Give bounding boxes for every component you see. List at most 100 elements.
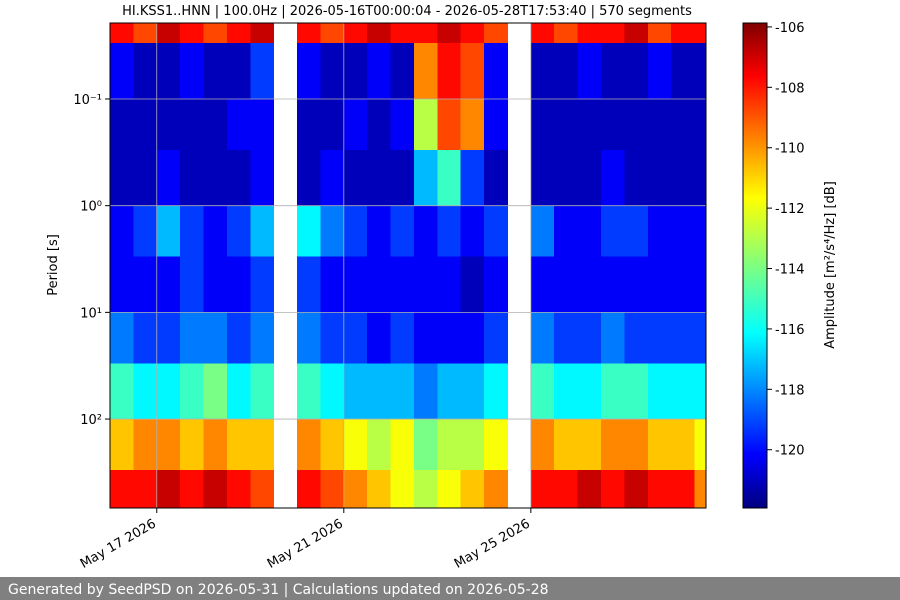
heatmap-cell bbox=[413, 363, 438, 420]
heatmap-cell bbox=[647, 98, 672, 151]
heatmap-cell bbox=[156, 363, 181, 420]
heatmap-cell bbox=[297, 149, 321, 207]
heatmap-cell bbox=[647, 312, 672, 364]
heatmap-cell bbox=[180, 469, 205, 508]
colorbar-tick-label: -120 bbox=[775, 444, 805, 459]
heatmap-cell bbox=[110, 149, 134, 207]
heatmap-cell bbox=[647, 363, 672, 420]
heatmap-cell bbox=[554, 363, 579, 420]
heatmap-cell bbox=[226, 469, 251, 508]
heatmap-cell bbox=[180, 205, 205, 258]
footer-text: Generated by SeedPSD on 2026-05-31 | Cal… bbox=[8, 582, 549, 598]
heatmap-cell bbox=[484, 363, 508, 420]
heatmap-cell bbox=[484, 23, 508, 44]
heatmap-cell bbox=[133, 256, 158, 313]
heatmap-cell bbox=[530, 205, 555, 258]
heatmap-cell bbox=[203, 256, 228, 313]
heatmap-cell bbox=[437, 205, 462, 258]
y-tick-label: 10⁰ bbox=[80, 200, 102, 215]
heatmap-cell bbox=[133, 98, 158, 151]
heatmap-cell bbox=[110, 98, 134, 151]
heatmap-cell bbox=[413, 419, 438, 471]
heatmap-cell bbox=[110, 205, 134, 258]
heatmap-cell bbox=[577, 312, 602, 364]
heatmap-cell bbox=[320, 419, 345, 471]
heatmap-cell bbox=[554, 256, 579, 313]
heatmap-cell bbox=[554, 23, 579, 44]
heatmap-cell bbox=[600, 149, 625, 207]
heatmap-cell bbox=[226, 312, 251, 364]
heatmap-cell bbox=[413, 43, 438, 100]
heatmap-cell bbox=[624, 205, 649, 258]
heatmap-cell bbox=[484, 469, 508, 508]
heatmap-cell bbox=[390, 363, 415, 420]
heatmap-cell bbox=[226, 256, 251, 313]
heatmap-cell bbox=[156, 419, 181, 471]
heatmap-cell bbox=[133, 23, 158, 44]
heatmap-cell bbox=[577, 98, 602, 151]
heatmap-cell bbox=[694, 469, 706, 508]
heatmap-cell bbox=[226, 205, 251, 258]
heatmap-cell bbox=[694, 98, 706, 151]
heatmap-cell bbox=[390, 43, 415, 100]
heatmap-cell bbox=[413, 23, 438, 44]
heatmap-cell bbox=[671, 419, 696, 471]
heatmap-cell bbox=[694, 419, 706, 471]
heatmap-cell bbox=[437, 23, 462, 44]
heatmap-cell bbox=[343, 43, 368, 100]
heatmap-cell bbox=[180, 256, 205, 313]
heatmap-cell bbox=[343, 312, 368, 364]
heatmap-cell bbox=[133, 312, 158, 364]
heatmap-cell bbox=[600, 98, 625, 151]
heatmap-cell bbox=[437, 312, 462, 364]
heatmap-cell bbox=[180, 149, 205, 207]
heatmap-cell bbox=[600, 419, 625, 471]
heatmap-cell bbox=[600, 469, 625, 508]
heatmap-cell bbox=[437, 469, 462, 508]
heatmap-cell bbox=[367, 23, 392, 44]
heatmap-cell bbox=[554, 419, 579, 471]
heatmap-cell bbox=[297, 363, 321, 420]
heatmap-cell bbox=[530, 149, 555, 207]
heatmap-cell bbox=[156, 149, 181, 207]
heatmap-cell bbox=[390, 419, 415, 471]
heatmap-cell bbox=[226, 98, 251, 151]
heatmap-cell bbox=[600, 312, 625, 364]
heatmap-cell bbox=[180, 23, 205, 44]
heatmap-cell bbox=[671, 363, 696, 420]
heatmap-cell bbox=[250, 312, 275, 364]
heatmap-cell bbox=[180, 98, 205, 151]
heatmap-cell bbox=[624, 469, 649, 508]
heatmap-cell bbox=[484, 98, 508, 151]
heatmap-cell bbox=[390, 23, 415, 44]
heatmap-cell bbox=[460, 419, 485, 471]
heatmap-cell bbox=[413, 205, 438, 258]
heatmap-cell bbox=[437, 419, 462, 471]
heatmap-cell bbox=[297, 419, 321, 471]
heatmap-cell bbox=[624, 23, 649, 44]
heatmap-cell bbox=[437, 43, 462, 100]
heatmap-cell bbox=[110, 43, 134, 100]
heatmap-cell bbox=[250, 205, 275, 258]
heatmap-cell bbox=[110, 419, 134, 471]
heatmap-cell bbox=[460, 256, 485, 313]
heatmap-cell bbox=[413, 98, 438, 151]
heatmap-cell bbox=[156, 205, 181, 258]
heatmap-cell bbox=[156, 256, 181, 313]
heatmap-cell bbox=[133, 149, 158, 207]
heatmap-cell bbox=[203, 419, 228, 471]
heatmap-cell bbox=[110, 469, 134, 508]
heatmap-cell bbox=[671, 149, 696, 207]
heatmap-cell bbox=[624, 256, 649, 313]
heatmap-cell bbox=[110, 23, 134, 44]
heatmap-cell bbox=[390, 469, 415, 508]
colorbar-tick-label: -116 bbox=[775, 323, 805, 338]
heatmap-cell bbox=[367, 363, 392, 420]
heatmap-cell bbox=[133, 419, 158, 471]
heatmap-cell bbox=[297, 43, 321, 100]
colorbar-tick-label: -106 bbox=[775, 21, 805, 36]
heatmap-cell bbox=[133, 205, 158, 258]
heatmap-cell bbox=[367, 43, 392, 100]
heatmap-cell bbox=[320, 363, 345, 420]
heatmap-cell bbox=[320, 43, 345, 100]
